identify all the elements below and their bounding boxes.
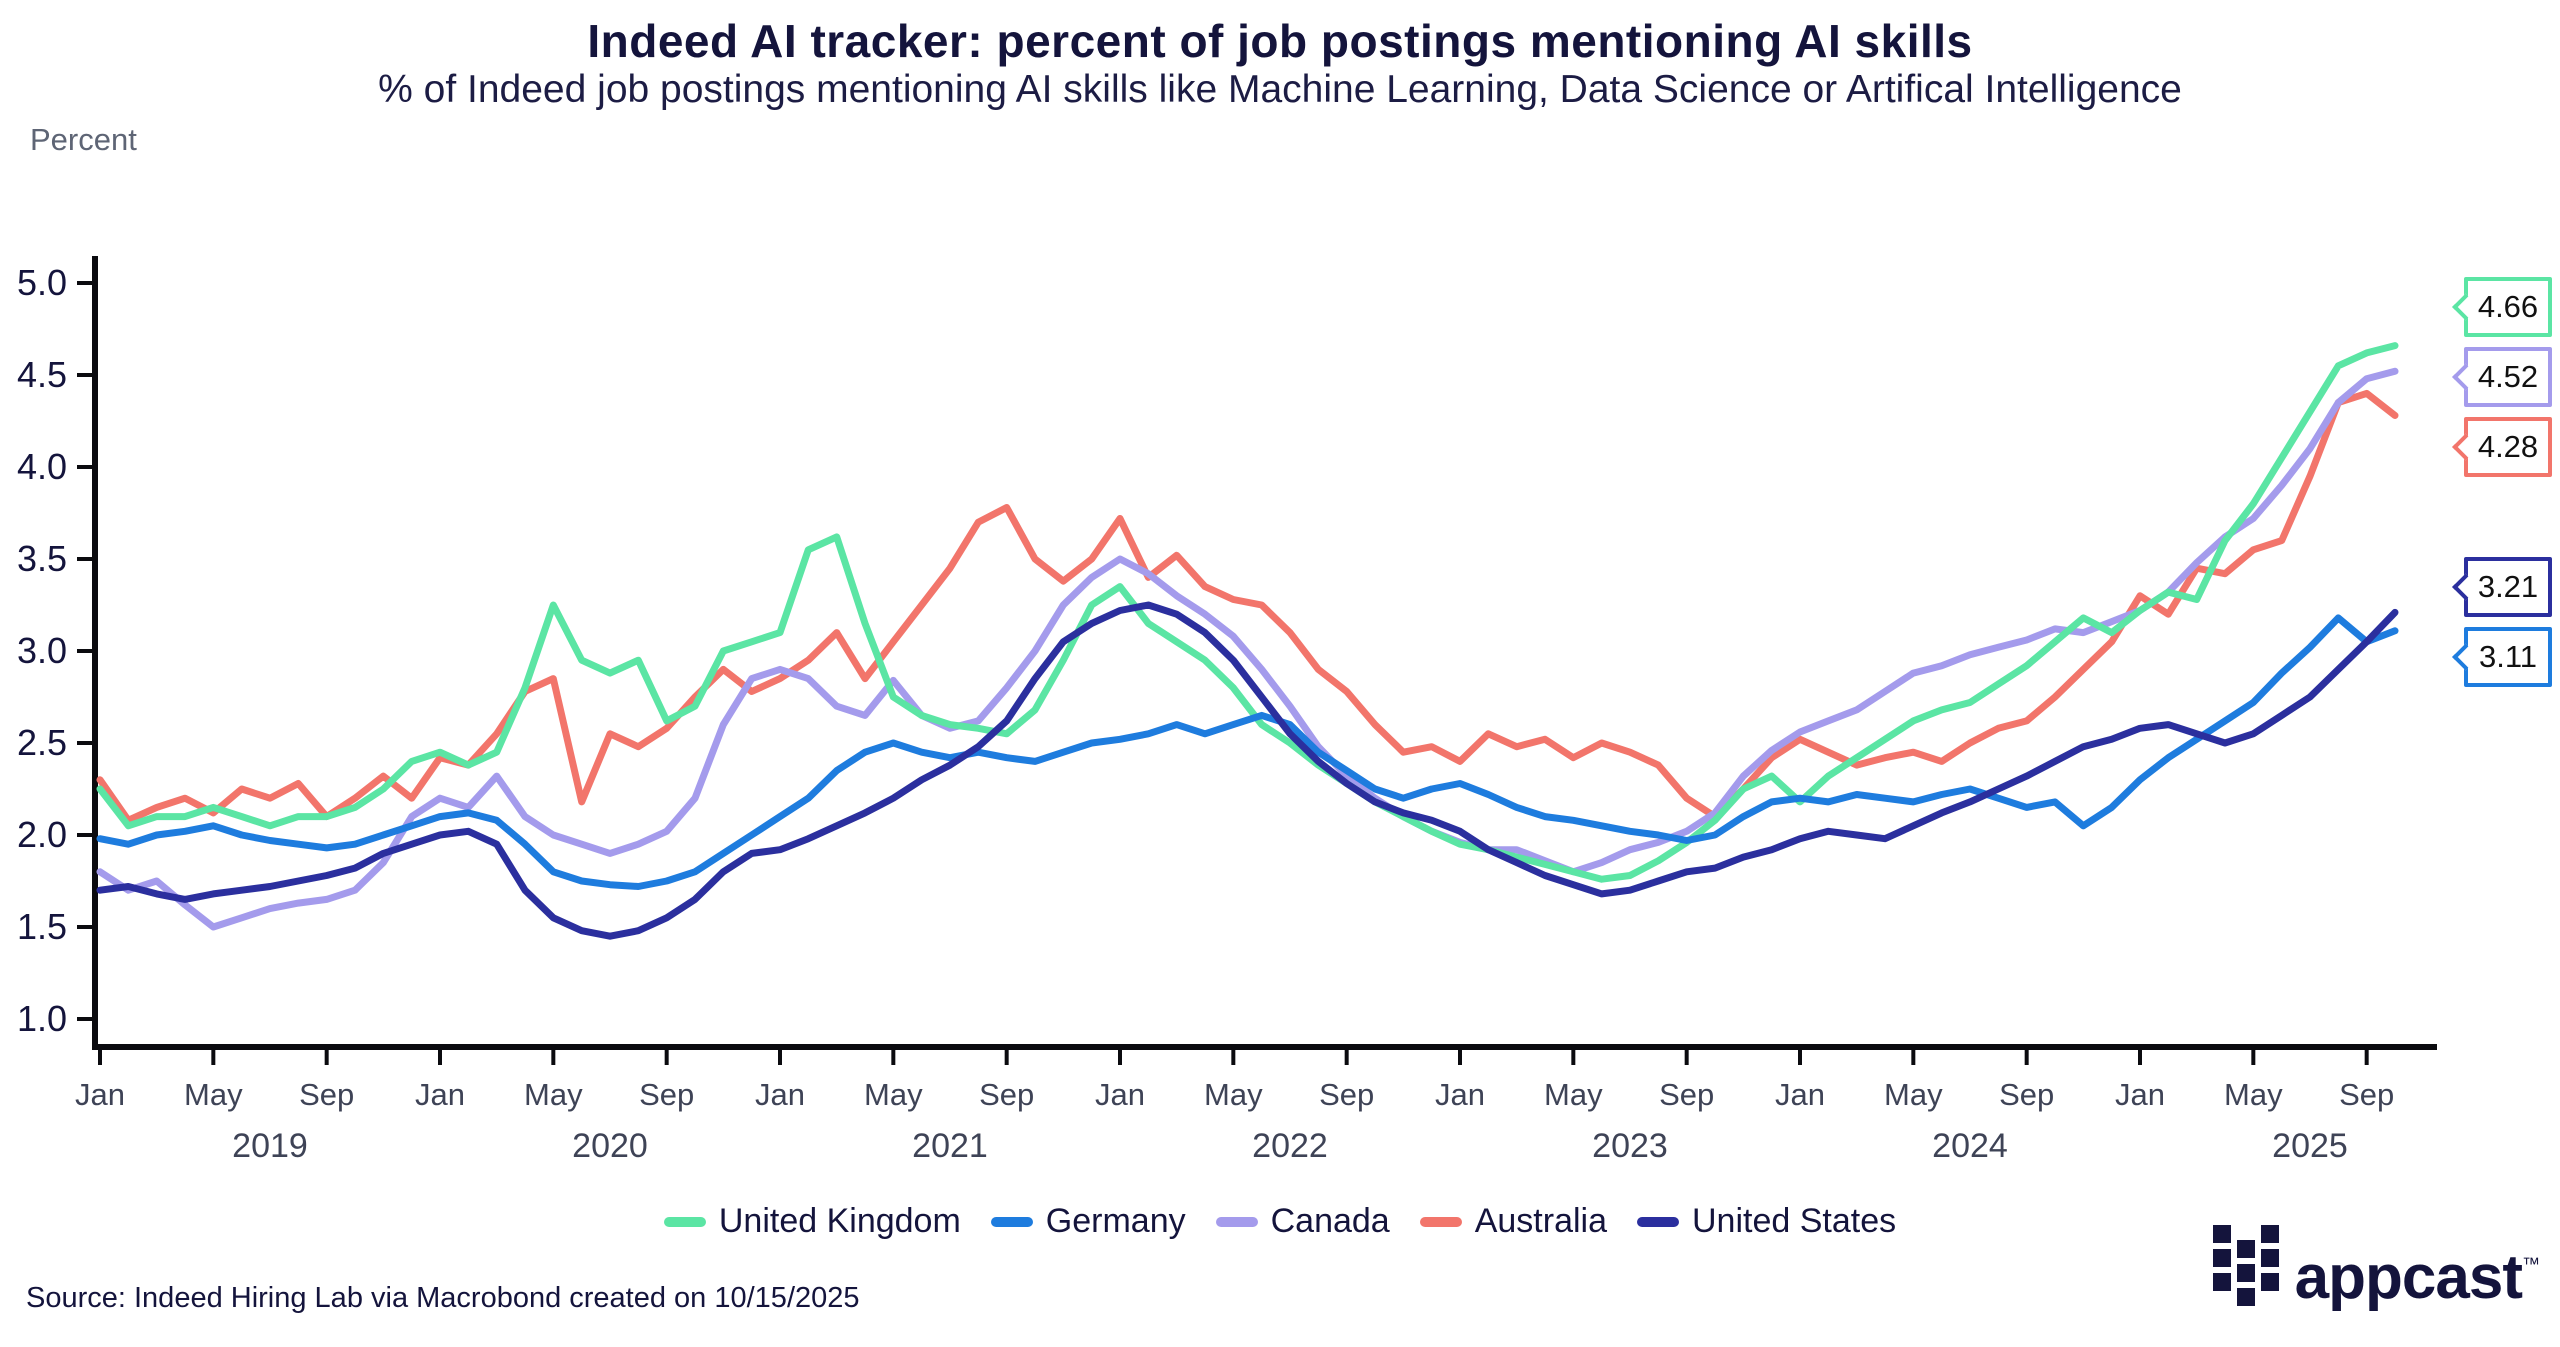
x-month-label: Sep (1319, 1077, 1374, 1112)
logo-square (2260, 1273, 2279, 1291)
x-month-label: May (1884, 1077, 1943, 1112)
end-value-label-australia: 4.28 (2452, 417, 2552, 478)
x-month-label: Sep (979, 1077, 1034, 1112)
end-value-label-germany: 3.11 (2452, 626, 2552, 687)
legend-swatch-icon (1215, 1216, 1258, 1227)
end-value-text: 4.66 (2477, 289, 2539, 325)
x-year-label: 2022 (1252, 1127, 1328, 1165)
y-tick-label: 2.5 (17, 722, 67, 763)
logo-square (2260, 1249, 2279, 1267)
end-value-label-united-kingdom: 4.66 (2452, 277, 2552, 338)
legend-swatch-icon (990, 1216, 1033, 1227)
logo-square (2236, 1240, 2255, 1258)
end-value-text: 4.52 (2477, 359, 2539, 395)
legend-swatch-icon (1419, 1216, 1462, 1227)
x-month-label: May (1544, 1077, 1603, 1112)
end-value-text: 3.11 (2478, 638, 2538, 674)
x-month-label: Jan (1095, 1077, 1145, 1112)
appcast-logo: appcast™ (2212, 1225, 2540, 1331)
legend-item-germany: Germany (990, 1202, 1186, 1241)
end-value-text: 3.21 (2477, 568, 2539, 604)
y-tick-label: 1.5 (17, 906, 67, 947)
y-tick-label: 4.0 (17, 446, 67, 487)
series-line-united-kingdom (96, 342, 2399, 883)
logo-square (2212, 1225, 2231, 1243)
x-year-label: 2021 (912, 1127, 988, 1165)
x-month-label: May (2224, 1077, 2283, 1112)
series-line-germany (96, 614, 2399, 890)
y-tick-label: 3.0 (17, 630, 67, 671)
logo-square (2260, 1225, 2279, 1243)
y-axis-title: Percent (30, 122, 137, 157)
legend-swatch-icon (1637, 1216, 1679, 1227)
legend-label: United Kingdom (718, 1202, 961, 1240)
legend-label: Canada (1270, 1202, 1390, 1240)
x-year-label: 2023 (1592, 1127, 1668, 1165)
y-tick-label: 3.5 (17, 538, 67, 579)
series-line-australia (96, 389, 2399, 824)
legend-label: United States (1692, 1202, 1897, 1240)
legend-item-australia: Australia (1419, 1202, 1607, 1241)
x-month-label: Jan (1775, 1077, 1825, 1112)
end-value-label-canada: 4.52 (2452, 347, 2552, 408)
y-tick-label: 4.5 (17, 354, 67, 395)
y-tick-label: 5.0 (17, 262, 67, 303)
page-title: Indeed AI tracker: percent of job postin… (587, 15, 1973, 67)
legend: United Kingdom Germany Canada Australia Unit… (0, 1202, 2560, 1241)
x-month-label: Jan (755, 1077, 805, 1112)
y-tick-label: 1.0 (17, 998, 67, 1039)
logo-square-column (2260, 1225, 2279, 1331)
x-year-label: 2024 (1932, 1127, 2008, 1165)
logo-square (2212, 1273, 2231, 1291)
x-month-label: Sep (299, 1077, 354, 1112)
x-month-label: Sep (1659, 1077, 1714, 1112)
legend-swatch-icon (663, 1216, 706, 1227)
x-month-label: May (1204, 1077, 1263, 1112)
page-subtitle: % of Indeed job postings mentioning AI s… (378, 68, 2182, 111)
series-line-canada (96, 367, 2399, 931)
logo-square (2236, 1264, 2255, 1282)
x-year-label: 2019 (232, 1127, 308, 1165)
legend-item-united-states: United States (1637, 1202, 1896, 1241)
y-tick-label: 2.0 (17, 814, 67, 855)
x-month-label: Sep (639, 1077, 694, 1112)
x-month-label: Sep (2339, 1077, 2394, 1112)
legend-label: Australia (1474, 1202, 1607, 1240)
source-note: Source: Indeed Hiring Lab via Macrobond … (26, 1282, 860, 1314)
end-value-label-united-states: 3.21 (2452, 556, 2552, 617)
appcast-logo-text: appcast™ (2294, 1243, 2540, 1312)
logo-square (2212, 1249, 2231, 1267)
logo-square (2236, 1288, 2255, 1306)
series-line-united-states (96, 601, 2399, 940)
logo-square-column (2236, 1240, 2255, 1346)
x-month-label: May (524, 1077, 583, 1112)
logo-square-column (2212, 1225, 2231, 1331)
x-year-label: 2025 (2272, 1127, 2348, 1165)
x-month-label: Sep (1999, 1077, 2054, 1112)
x-month-label: Jan (75, 1077, 125, 1112)
legend-item-canada: Canada (1215, 1202, 1390, 1241)
x-month-label: May (184, 1077, 243, 1112)
appcast-logo-icon (2212, 1225, 2279, 1331)
legend-label: Germany (1045, 1202, 1186, 1240)
legend-item-united-kingdom: United Kingdom (663, 1202, 961, 1241)
end-value-text: 4.28 (2477, 429, 2539, 465)
x-year-label: 2020 (572, 1127, 648, 1165)
x-month-label: Jan (1435, 1077, 1485, 1112)
x-month-label: Jan (2115, 1077, 2165, 1112)
x-month-label: May (864, 1077, 923, 1112)
x-month-label: Jan (415, 1077, 465, 1112)
